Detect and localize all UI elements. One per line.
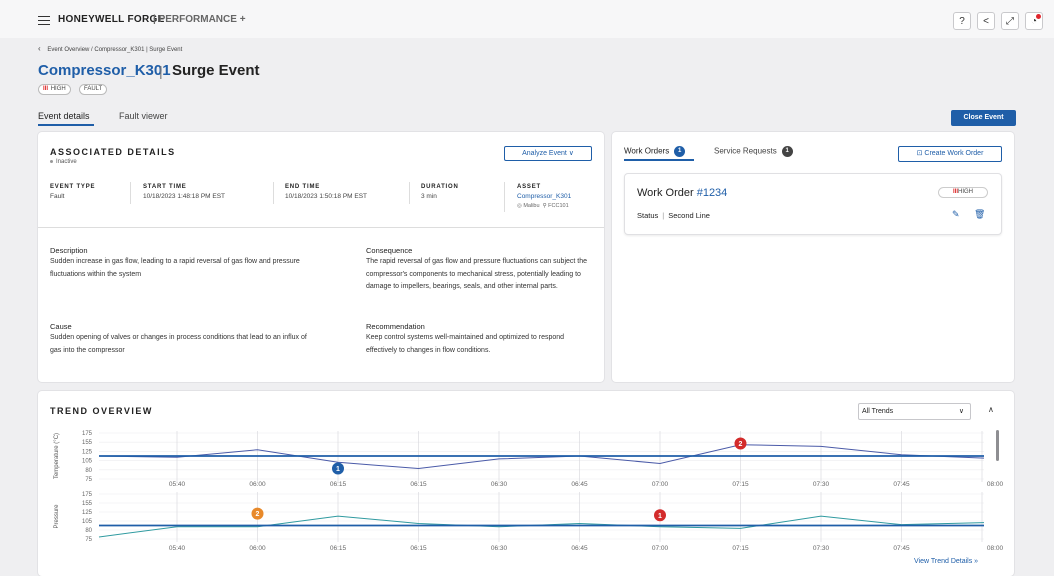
location-pin-icon: ◎ bbox=[517, 203, 524, 209]
top-bar: HONEYWELL FORGE | PERFORMANCE + ? < ⤢ ◔ bbox=[0, 0, 1054, 38]
details-divider bbox=[38, 227, 604, 228]
delete-icon[interactable]: 🗑 bbox=[974, 209, 986, 219]
end-time-label: END TIME bbox=[285, 184, 321, 190]
description-text: Sudden increase in gas flow, leading to … bbox=[50, 258, 300, 278]
back-icon[interactable]: ‹ bbox=[38, 44, 41, 53]
work-order-status: Status | Second Line bbox=[637, 211, 710, 220]
tab-event-details[interactable]: Event details bbox=[38, 111, 90, 121]
duration-value: 3 min bbox=[421, 193, 437, 200]
consequence-text: The rapid reversal of gas flow and press… bbox=[366, 258, 588, 290]
breadcrumb-parent[interactable]: Event Overview / bbox=[47, 47, 93, 53]
recommendation-heading: Recommendation bbox=[366, 322, 425, 331]
active-tab-indicator bbox=[38, 124, 94, 126]
start-time-value: 10/18/2023 1:48:18 PM EST bbox=[143, 193, 226, 200]
recommendation-text: Keep control systems well-maintained and… bbox=[366, 334, 565, 354]
status-dot-icon bbox=[50, 159, 53, 163]
type-badge: FAULT bbox=[79, 84, 108, 95]
notification-dot bbox=[1036, 14, 1041, 19]
tab-service-requests[interactable]: Service Requests 1 bbox=[714, 146, 793, 157]
work-orders-card bbox=[612, 132, 1014, 382]
associated-details-card: ASSOCIATED DETAILS Inactive Analyze Even… bbox=[38, 132, 604, 382]
analyze-event-button[interactable]: Analyze Event ∨ bbox=[504, 146, 592, 161]
event-type-value: Fault bbox=[50, 193, 65, 200]
page-title-event: Surge Event bbox=[172, 62, 260, 79]
create-work-order-button[interactable]: ⊡ Create Work Order bbox=[898, 146, 1002, 162]
page-title-asset: Compressor_K301 bbox=[38, 62, 171, 79]
menu-icon[interactable] bbox=[38, 16, 50, 25]
cause-heading: Cause bbox=[50, 322, 72, 331]
notification-icon[interactable]: ◔ bbox=[1025, 12, 1043, 30]
service-requests-count: 1 bbox=[781, 146, 793, 157]
details-title: ASSOCIATED DETAILS bbox=[50, 147, 176, 157]
tab-fault-viewer[interactable]: Fault viewer bbox=[119, 111, 168, 121]
breadcrumb-current: Compressor_K301 | Surge Event bbox=[94, 47, 183, 53]
asset-link[interactable]: Compressor_K301 bbox=[517, 193, 572, 200]
description-heading: Description bbox=[50, 246, 88, 255]
work-order-number[interactable]: #1234 bbox=[696, 187, 728, 199]
work-order-title: Work Order #1234 bbox=[637, 187, 728, 199]
end-time-value: 10/18/2023 1:50:18 PM EST bbox=[285, 193, 368, 200]
expand-icon[interactable]: ⤢ bbox=[1001, 12, 1019, 30]
trend-overview-card: TREND OVERVIEW bbox=[38, 391, 1014, 576]
active-tab-indicator bbox=[624, 159, 694, 161]
tab-work-orders[interactable]: Work Orders 1 bbox=[624, 146, 686, 157]
divider bbox=[273, 182, 274, 204]
brand-name: HONEYWELL FORGE bbox=[58, 14, 165, 25]
duration-label: DURATION bbox=[421, 184, 459, 190]
priority-badge: IIIHIGH bbox=[938, 187, 988, 198]
divider bbox=[130, 182, 131, 204]
event-type-label: EVENT TYPE bbox=[50, 184, 96, 190]
cause-text: Sudden opening of valves or changes in p… bbox=[50, 334, 307, 354]
severity-badge: III HIGH bbox=[38, 84, 71, 95]
divider bbox=[409, 182, 410, 204]
view-trend-details-link[interactable]: View Trend Details » bbox=[914, 558, 979, 565]
edit-icon[interactable]: ✎ bbox=[952, 209, 960, 219]
asset-location: ◎ Malibu ⚲ FCC101 bbox=[517, 203, 569, 209]
chevron-down-icon: ∨ bbox=[958, 408, 964, 415]
hierarchy-icon: ⚲ bbox=[541, 203, 549, 209]
close-event-button[interactable]: Close Event bbox=[951, 110, 1016, 126]
asset-label: ASSET bbox=[517, 184, 542, 190]
breadcrumb: ‹ Event Overview / Compressor_K301 | Sur… bbox=[38, 44, 182, 53]
chart-scrollbar[interactable] bbox=[996, 430, 999, 461]
title-separator: | bbox=[159, 63, 163, 79]
trend-filter-select[interactable]: All Trends ∨ bbox=[858, 403, 971, 420]
start-time-label: START TIME bbox=[143, 184, 187, 190]
divider bbox=[504, 182, 505, 212]
help-icon[interactable]: ? bbox=[953, 12, 971, 30]
severity-bars-icon: III bbox=[43, 86, 49, 92]
add-icon: ⊡ bbox=[916, 150, 925, 157]
trend-title: TREND OVERVIEW bbox=[50, 406, 153, 416]
status-indicator: Inactive bbox=[50, 159, 77, 165]
app-name[interactable]: | PERFORMANCE + bbox=[153, 14, 246, 25]
chevron-up-icon[interactable]: ∧ bbox=[988, 405, 994, 414]
work-orders-count: 1 bbox=[674, 146, 686, 157]
work-order-card[interactable]: Work Order #1234 IIIHIGH Status | Second L… bbox=[624, 173, 1002, 235]
share-icon[interactable]: < bbox=[977, 12, 995, 30]
priority-bars-icon: III bbox=[952, 189, 958, 195]
consequence-heading: Consequence bbox=[366, 246, 413, 255]
